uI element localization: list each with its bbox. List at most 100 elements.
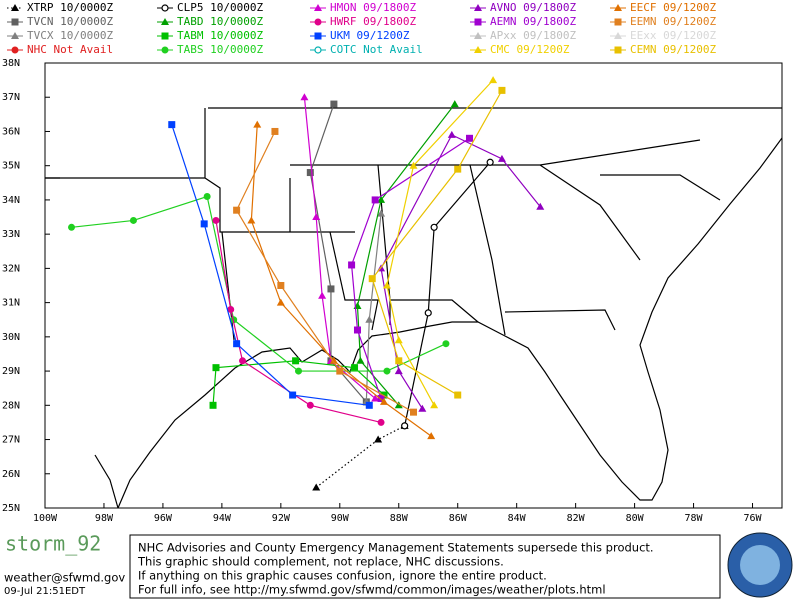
track-point — [227, 305, 235, 313]
legend-label: CEMN 09/1200Z — [630, 43, 716, 56]
track-point — [295, 367, 303, 375]
track — [233, 127, 417, 416]
y-tick-label: 36N — [2, 126, 20, 137]
track-point — [336, 367, 344, 375]
x-tick-label: 94W — [213, 513, 232, 524]
track-point — [365, 401, 373, 409]
track-point — [430, 401, 439, 409]
y-tick-label: 35N — [2, 161, 20, 172]
track-point — [200, 220, 208, 228]
legend-label: AEMN 09/1800Z — [490, 15, 576, 28]
track-point — [327, 285, 335, 293]
y-tick-label: 34N — [2, 195, 20, 206]
track-point — [380, 397, 389, 405]
legend-marker — [314, 4, 322, 11]
track — [247, 120, 436, 440]
sfwmd-logo-inner — [740, 545, 780, 585]
track — [377, 130, 545, 412]
track-point — [450, 100, 459, 108]
legend-marker — [614, 4, 622, 11]
legend-marker — [11, 4, 19, 11]
track-point — [371, 394, 380, 402]
track-point — [168, 121, 176, 129]
track-point — [271, 127, 279, 135]
legend-marker — [474, 18, 482, 26]
legend-marker — [161, 46, 169, 54]
x-tick-label: 80W — [626, 513, 645, 524]
legend-label: XTRP 10/0000Z — [27, 1, 113, 14]
y-tick-label: 37N — [2, 92, 20, 103]
legend-label: EEMN 09/1200Z — [630, 15, 716, 28]
track-point — [383, 367, 391, 375]
legend-marker — [474, 32, 482, 39]
legend-marker — [314, 46, 322, 54]
track-point — [306, 169, 314, 177]
x-tick-label: 76W — [743, 513, 762, 524]
legend-label: CLP5 10/0000Z — [177, 1, 263, 14]
y-tick-label: 29N — [2, 366, 20, 377]
y-tick-label: 31N — [2, 298, 20, 309]
disclaimer-line: If anything on this graphic causes confu… — [138, 569, 547, 583]
legend-marker — [11, 18, 19, 26]
legend-label: TVCN 10/0000Z — [27, 15, 113, 28]
x-tick-label: 82W — [567, 513, 586, 524]
track-point — [394, 401, 403, 409]
track-point — [486, 158, 494, 166]
legend-label: HMON 09/1800Z — [330, 1, 416, 14]
track-point — [382, 281, 391, 289]
x-tick-label: 100W — [33, 513, 58, 524]
track — [382, 76, 498, 409]
track-point — [418, 404, 427, 412]
legend-marker — [11, 32, 19, 39]
legend-label: COTC Not Avail — [330, 43, 423, 56]
legend-label: HWRF 09/1800Z — [330, 15, 416, 28]
timestamp: 09-Jul 21:51EDT — [4, 586, 86, 597]
track-point — [353, 326, 361, 334]
track — [348, 134, 474, 402]
track-point — [377, 394, 385, 402]
legend-label: NHC Not Avail — [27, 43, 113, 56]
track-point — [212, 216, 220, 224]
legend-marker — [614, 46, 622, 54]
track-point — [312, 213, 321, 221]
legend-label: TABM 10/0000Z — [177, 29, 263, 42]
track-point — [401, 422, 409, 430]
track-point — [329, 356, 338, 364]
track-point — [410, 408, 417, 416]
track-point — [442, 340, 450, 348]
track-point — [233, 340, 241, 348]
email: weather@sfwmd.gov — [4, 571, 125, 585]
track-point — [377, 195, 386, 203]
legend-label: TABS 10/0000Z — [177, 43, 263, 56]
legend-label: APxx 09/1800Z — [490, 29, 576, 42]
x-tick-label: 98W — [95, 513, 114, 524]
legend-marker — [614, 18, 622, 26]
track-point — [427, 432, 436, 440]
legend-label: EExx 09/1200Z — [630, 29, 716, 42]
track-point — [306, 401, 314, 409]
mexico-border — [45, 177, 119, 509]
track-line — [404, 161, 491, 426]
legend-marker — [11, 46, 19, 54]
track-point — [454, 391, 462, 399]
legend-label: TABD 10/0000Z — [177, 15, 263, 28]
legend-marker — [474, 46, 482, 53]
disclaimer-box — [129, 534, 721, 599]
legend-label: UKM 09/1200Z — [330, 29, 410, 42]
legend-marker — [161, 32, 169, 40]
track-point — [253, 120, 262, 128]
track-point — [394, 367, 403, 375]
track-point — [447, 130, 456, 138]
legend-marker — [474, 4, 482, 11]
track-point — [209, 401, 217, 409]
track-point — [489, 76, 498, 84]
legend-marker — [314, 18, 322, 26]
track-point — [68, 223, 76, 231]
track-point — [497, 154, 506, 162]
y-tick-label: 33N — [2, 229, 20, 240]
track-point — [395, 357, 403, 365]
y-tick-label: 30N — [2, 332, 20, 343]
x-tick-label: 86W — [449, 513, 468, 524]
